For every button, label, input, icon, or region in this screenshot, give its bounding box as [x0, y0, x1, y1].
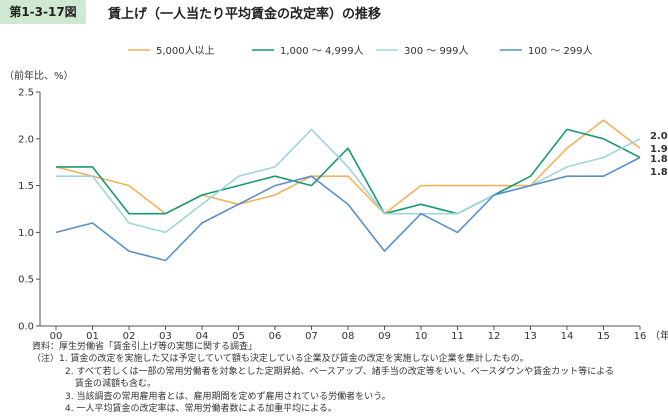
x-tick-label: 10 [415, 331, 428, 340]
x-tick-label: 02 [123, 331, 136, 340]
x-tick-label: 00 [50, 331, 63, 340]
y-tick-label: 0.5 [18, 275, 34, 286]
legend-label: 100 ～ 299人 [528, 45, 593, 57]
y-tick-label: 2.0 [18, 134, 34, 145]
x-axis-unit: （年） [650, 329, 668, 340]
note-2b: 賃金の減額も含む。 [75, 379, 157, 390]
note-1: （注）1. 賃金の改定を実施した又は予定していて額も決定している企業及び賃金の改… [32, 354, 529, 365]
x-tick-label: 13 [524, 331, 537, 340]
legend-label: 1,000 ～ 4,999人 [280, 45, 364, 57]
x-tick-label: 15 [597, 331, 610, 340]
series-line [55, 119, 641, 215]
x-tick-label: 08 [342, 331, 355, 340]
series-line [56, 128, 641, 234]
end-value-label: 1.8 [650, 154, 668, 165]
x-tick-label: 01 [86, 331, 99, 340]
figure-number: 第1-3-17図 [0, 0, 86, 24]
end-value-label: 1.8 [650, 167, 668, 178]
series-lines [55, 119, 641, 262]
line-chart: 5,000人以上 1,000 ～ 4,999人 300 ～ 999人 100 ～ 29… [4, 45, 668, 341]
end-value-label: 2.0 [650, 131, 668, 142]
legend-label: 300 ～ 999人 [404, 45, 469, 57]
x-tick-label: 16 [634, 331, 647, 340]
x-tick-label: 09 [378, 331, 391, 340]
x-tick-label: 12 [488, 331, 501, 340]
axes: 0.0 0.5 1.0 1.5 2.0 2.5 00 01 02 03 04 05 06 07 08 09 10… [18, 88, 668, 341]
legend-label: 5,000人以上 [156, 45, 215, 57]
x-tick-label: 04 [196, 331, 209, 340]
x-tick-label: 06 [269, 331, 282, 340]
legend: 5,000人以上 1,000 ～ 4,999人 300 ～ 999人 100 ～ 29… [128, 45, 593, 57]
source-note: 資料：厚生労働省「賃金引上げ等の実態に関する調査」 [32, 342, 258, 352]
x-tick-label: 07 [305, 331, 318, 340]
y-tick-label: 1.0 [18, 228, 34, 239]
series-line [56, 128, 641, 215]
y-tick-label: 1.5 [18, 181, 34, 192]
x-tick-label: 03 [159, 331, 172, 340]
y-tick-label: 2.5 [18, 88, 34, 99]
end-value-label: 1.9 [650, 144, 668, 155]
y-axis-label: （前年比、%） [4, 69, 74, 82]
end-labels: 2.01.91.81.8 [650, 131, 668, 178]
y-tick-label: 0.0 [18, 322, 34, 333]
x-tick-label: 11 [451, 331, 464, 340]
note-4: 4. 一人平均賃金の改定率は、常用労働者数による加重平均による。 [65, 404, 337, 415]
series-line [55, 156, 641, 262]
figure-title: 賃上げ（一人当たり平均賃金の改定率）の推移 [108, 7, 382, 22]
note-3: 3. 当該調査の常用雇用者とは、雇用期間を定めず雇用されている労働者をいう。 [65, 391, 391, 402]
note-2a: 2. すべて若しくは一部の常用労働者を対象とした定期昇給、ベースアップ、諸手当の… [65, 366, 615, 377]
x-tick-label: 14 [561, 331, 574, 340]
notes: 資料：厚生労働省「賃金引上げ等の実態に関する調査」 （注）1. 賃金の改定を実施… [32, 341, 614, 415]
x-tick-label: 05 [232, 331, 245, 340]
